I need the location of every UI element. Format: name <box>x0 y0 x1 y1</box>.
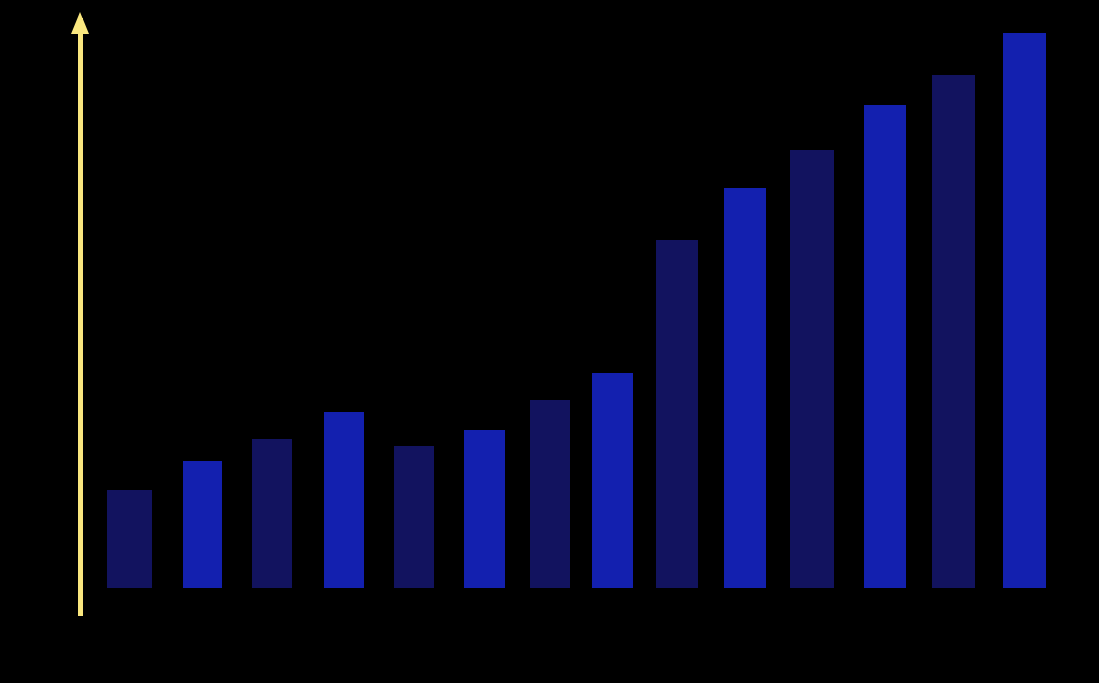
bar-6[interactable] <box>464 430 505 588</box>
bar-11[interactable] <box>790 150 834 588</box>
bar-3[interactable] <box>252 439 292 588</box>
bar-1[interactable] <box>107 490 152 588</box>
bar-14[interactable] <box>1003 33 1046 588</box>
bar-2[interactable] <box>183 461 222 588</box>
bar-8[interactable] <box>592 373 633 588</box>
bar-4[interactable] <box>324 412 364 588</box>
bar-12[interactable] <box>864 105 906 588</box>
bar-13[interactable] <box>932 75 975 588</box>
bar-9[interactable] <box>656 240 698 588</box>
y-axis-line <box>78 18 83 616</box>
bar-5[interactable] <box>394 446 434 588</box>
bar-10[interactable] <box>724 188 766 588</box>
bar-7[interactable] <box>530 400 570 588</box>
